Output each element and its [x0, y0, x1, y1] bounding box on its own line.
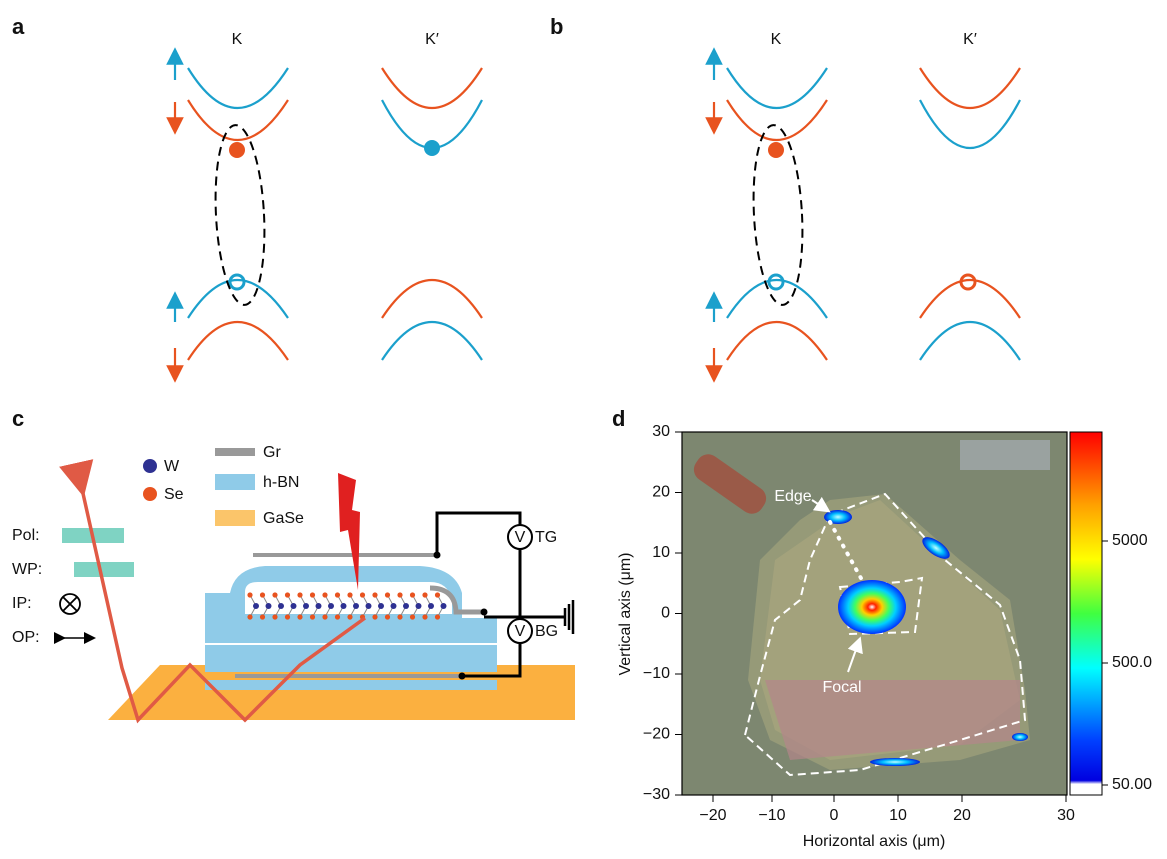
- atom-se: [297, 614, 302, 619]
- atom-se: [285, 614, 290, 619]
- atom-se: [260, 592, 265, 597]
- atom-se: [335, 592, 340, 597]
- y-tick-label: −10: [643, 665, 670, 682]
- atom-se: [322, 614, 327, 619]
- colorbar-tick-label: 5000: [1112, 532, 1148, 549]
- valley-label: K: [232, 31, 243, 48]
- x-axis-label: Horizontal axis (μm): [803, 833, 946, 850]
- atom-w: [278, 603, 284, 609]
- legend-label: Se: [164, 486, 184, 503]
- atom-w: [403, 603, 409, 609]
- atom-se: [385, 592, 390, 597]
- x-tick-label: 30: [1057, 807, 1075, 824]
- atom-se: [272, 614, 277, 619]
- x-tick-label: 10: [889, 807, 907, 824]
- meter-symbol: V: [515, 529, 526, 546]
- figure: a K K′ b K K′ c W Se Gr h-BN GaSe Pol: W…: [0, 0, 1167, 854]
- atom-se: [285, 592, 290, 597]
- atom-w: [353, 603, 359, 609]
- atom-w: [441, 603, 447, 609]
- atom-w: [391, 603, 397, 609]
- y-tick-label: 20: [652, 484, 670, 501]
- atom-w: [428, 603, 434, 609]
- x-tick-label: −10: [758, 807, 785, 824]
- atom-se: [385, 614, 390, 619]
- panel-d: d Edge Focal −20 −10 0 10 20 30 30 20 10 0 −10 −20 −…: [612, 406, 1152, 850]
- atom-se: [272, 592, 277, 597]
- meter-label: TG: [535, 529, 557, 546]
- panel-a: a K K′: [12, 14, 482, 374]
- panel-label: b: [550, 14, 563, 39]
- atom-w: [291, 603, 297, 609]
- atom-w: [316, 603, 322, 609]
- panel-label: a: [12, 14, 25, 39]
- atom-se: [422, 614, 427, 619]
- atom-se: [247, 614, 252, 619]
- atom-se: [297, 592, 302, 597]
- valley-label: K′: [425, 31, 439, 48]
- atom-se: [247, 592, 252, 597]
- atom-se: [360, 592, 365, 597]
- legend-label: h-BN: [263, 474, 299, 491]
- atom-se: [310, 614, 315, 619]
- annotation: Edge: [774, 488, 811, 505]
- atom-w: [366, 603, 372, 609]
- x-tick-label: 20: [953, 807, 971, 824]
- atom-se: [422, 592, 427, 597]
- optics-label: WP:: [12, 561, 42, 578]
- atom-w: [266, 603, 272, 609]
- legend-label: Gr: [263, 444, 281, 461]
- y-tick-label: 10: [652, 544, 670, 561]
- x-tick-label: −20: [699, 807, 726, 824]
- legend-label: W: [164, 458, 180, 475]
- atom-se: [372, 614, 377, 619]
- atom-se: [322, 592, 327, 597]
- atom-w: [328, 603, 334, 609]
- colorbar-tick-label: 50.00: [1112, 776, 1152, 793]
- y-axis-label: Vertical axis (μm): [617, 552, 634, 675]
- atom-w: [253, 603, 259, 609]
- valley-label: K′: [963, 31, 977, 48]
- colorbar-tick-label: 500.0: [1112, 654, 1152, 671]
- meter-symbol: V: [515, 623, 526, 640]
- y-tick-label: 0: [661, 605, 670, 622]
- y-tick-label: 30: [652, 423, 670, 440]
- atom-se: [435, 592, 440, 597]
- atom-w: [378, 603, 384, 609]
- atom-w: [303, 603, 309, 609]
- atom-se: [397, 614, 402, 619]
- valley-label: K: [771, 31, 782, 48]
- atom-w: [341, 603, 347, 609]
- atom-se: [410, 592, 415, 597]
- atom-se: [347, 614, 352, 619]
- optics-label: IP:: [12, 595, 32, 612]
- atom-se: [410, 614, 415, 619]
- optics-label: Pol:: [12, 527, 40, 544]
- x-tick-label: 0: [830, 807, 839, 824]
- atom-se: [435, 614, 440, 619]
- atom-se: [335, 614, 340, 619]
- y-tick-label: −20: [643, 726, 670, 743]
- y-tick-label: −30: [643, 786, 670, 803]
- legend-label: GaSe: [263, 510, 304, 527]
- atom-se: [347, 592, 352, 597]
- annotation: Focal: [822, 679, 861, 696]
- optics-label: OP:: [12, 629, 40, 646]
- atom-se: [310, 592, 315, 597]
- meter-label: BG: [535, 623, 558, 640]
- panel-label: c: [12, 406, 24, 431]
- atom-w: [416, 603, 422, 609]
- panel-c: c W Se Gr h-BN GaSe Pol: WP: IP: OP: V V…: [12, 406, 575, 720]
- atom-se: [397, 592, 402, 597]
- atom-se: [260, 614, 265, 619]
- atom-se: [372, 592, 377, 597]
- panel-b: b K K′: [550, 14, 1020, 374]
- panel-label: d: [612, 406, 625, 431]
